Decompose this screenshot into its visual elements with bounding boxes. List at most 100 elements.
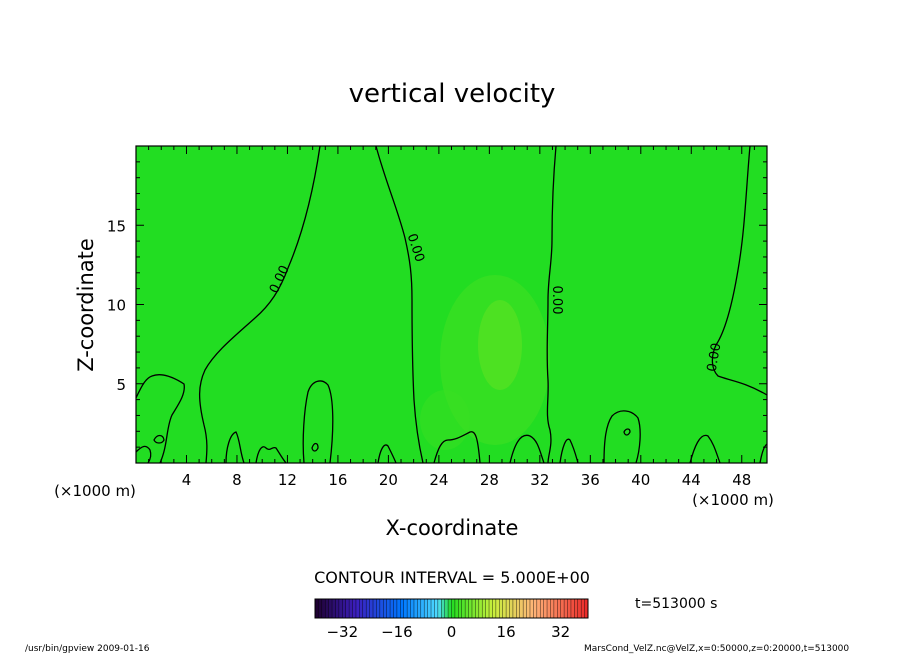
colorbar-cell <box>533 599 538 618</box>
colorbar-cell <box>373 599 377 618</box>
colorbar-cell <box>465 599 469 618</box>
colorbar-cell <box>458 599 463 618</box>
colorbar-cell <box>492 599 497 618</box>
colorbar-cell <box>564 599 568 618</box>
colorbar-cell <box>526 599 531 618</box>
colorbar-cell <box>413 599 418 618</box>
colorbar-cell <box>383 599 387 618</box>
colorbar-cell <box>393 599 398 618</box>
colorbar-cell <box>379 599 384 618</box>
colorbar <box>314 599 589 618</box>
x-tick-label: 44 <box>682 471 701 489</box>
x-unit-right: (×1000 m) <box>692 491 774 509</box>
colorbar-cell <box>403 599 408 618</box>
y-tick-label: 10 <box>107 297 126 315</box>
colorbar-cell <box>506 599 510 618</box>
colorbar-cell <box>485 599 490 618</box>
colorbar-cell <box>482 599 486 618</box>
colorbar-cell <box>553 599 558 618</box>
colorbar-cell <box>335 599 340 618</box>
zero-contours <box>135 145 768 464</box>
colorbar-cell <box>478 599 483 618</box>
contour-line <box>559 438 579 464</box>
contour-line <box>603 410 641 464</box>
contour-line <box>375 145 424 464</box>
contour-line <box>711 145 768 396</box>
colorbar-cell <box>547 599 551 618</box>
contour-line <box>509 434 545 464</box>
colorbar-cell <box>369 599 374 618</box>
y-axis-label: Z-coordinate <box>74 238 98 372</box>
colorbar-cell <box>570 599 575 618</box>
colorbar-cell <box>574 599 579 618</box>
colorbar-cell <box>581 599 585 618</box>
colorbar-cell <box>321 599 326 618</box>
colorbar-cell <box>523 599 527 618</box>
colorbar-cell <box>332 599 336 618</box>
axis-ticks <box>136 146 767 463</box>
colorbar-tick-label: −16 <box>381 623 413 641</box>
colorbar-cell <box>557 599 561 618</box>
colorbar-cell <box>342 599 347 618</box>
y-tick-label: 5 <box>116 376 126 394</box>
contour-line <box>302 380 334 464</box>
updraft-patch <box>420 390 470 450</box>
time-label: t=513000 s <box>635 596 717 612</box>
colorbar-cell <box>434 599 439 618</box>
colorbar-cell <box>471 599 476 618</box>
contour-line <box>198 145 321 464</box>
colorbar-cell <box>417 599 422 618</box>
colorbar-cell <box>407 599 411 618</box>
colorbar-frame <box>314 598 589 619</box>
y-tick-label: 15 <box>107 217 126 235</box>
contour-line <box>225 431 245 464</box>
colorbar-cell <box>345 599 350 618</box>
x-tick-label: 40 <box>631 471 650 489</box>
colorbar-cell <box>390 599 394 618</box>
x-tick-label: 48 <box>732 471 751 489</box>
colorbar-cell <box>437 599 442 618</box>
colorbar-cell <box>529 599 534 618</box>
colorbar-cell <box>540 599 544 618</box>
colorbar-cell <box>441 599 445 618</box>
contour-line <box>135 374 185 464</box>
footer-left: /usr/bin/gpview 2009-01-16 <box>25 644 150 654</box>
colorbar-cell <box>475 599 480 618</box>
colorbar-cell <box>495 599 500 618</box>
colorbar-cell <box>499 599 503 618</box>
contour-line <box>689 434 721 464</box>
colorbar-cell <box>577 599 582 618</box>
x-tick-label: 32 <box>530 471 549 489</box>
contour-line <box>377 444 397 464</box>
colorbar-cell <box>376 599 381 618</box>
colorbar-cell <box>454 599 459 618</box>
colorbar-cell <box>328 599 333 618</box>
colorbar-cell <box>427 599 432 618</box>
colorbar-cell <box>560 599 565 618</box>
colorbar-cell <box>489 599 493 618</box>
colorbar-cell <box>318 599 323 618</box>
x-tick-labels: 4 8 12 16 20 24 28 32 36 40 44 48 <box>182 471 752 489</box>
colorbar-cell <box>567 599 572 618</box>
colorbar-cell <box>502 599 507 618</box>
footer-right: MarsCond_VelZ.nc@VelZ,x=0:50000,z=0:2000… <box>584 644 849 654</box>
colorbar-tick-label: 0 <box>447 623 457 641</box>
colorbar-cell <box>424 599 428 618</box>
colorbar-cell <box>386 599 391 618</box>
colorbar-cell <box>366 599 370 618</box>
colorbar-cell <box>352 599 357 618</box>
x-tick-label: 20 <box>379 471 398 489</box>
x-tick-label: 8 <box>232 471 242 489</box>
x-tick-label: 4 <box>182 471 192 489</box>
colorbar-cell <box>420 599 425 618</box>
x-unit-left: (×1000 m) <box>54 482 136 500</box>
updraft-patch <box>478 300 522 390</box>
colorbar-cell <box>359 599 364 618</box>
colorbar-cell <box>444 599 449 618</box>
colorbar-cell <box>509 599 514 618</box>
colorbar-cell <box>338 599 343 618</box>
contour-label: 0.00 <box>705 342 725 373</box>
colorbar-cell <box>584 599 589 618</box>
contour-line <box>153 434 165 444</box>
